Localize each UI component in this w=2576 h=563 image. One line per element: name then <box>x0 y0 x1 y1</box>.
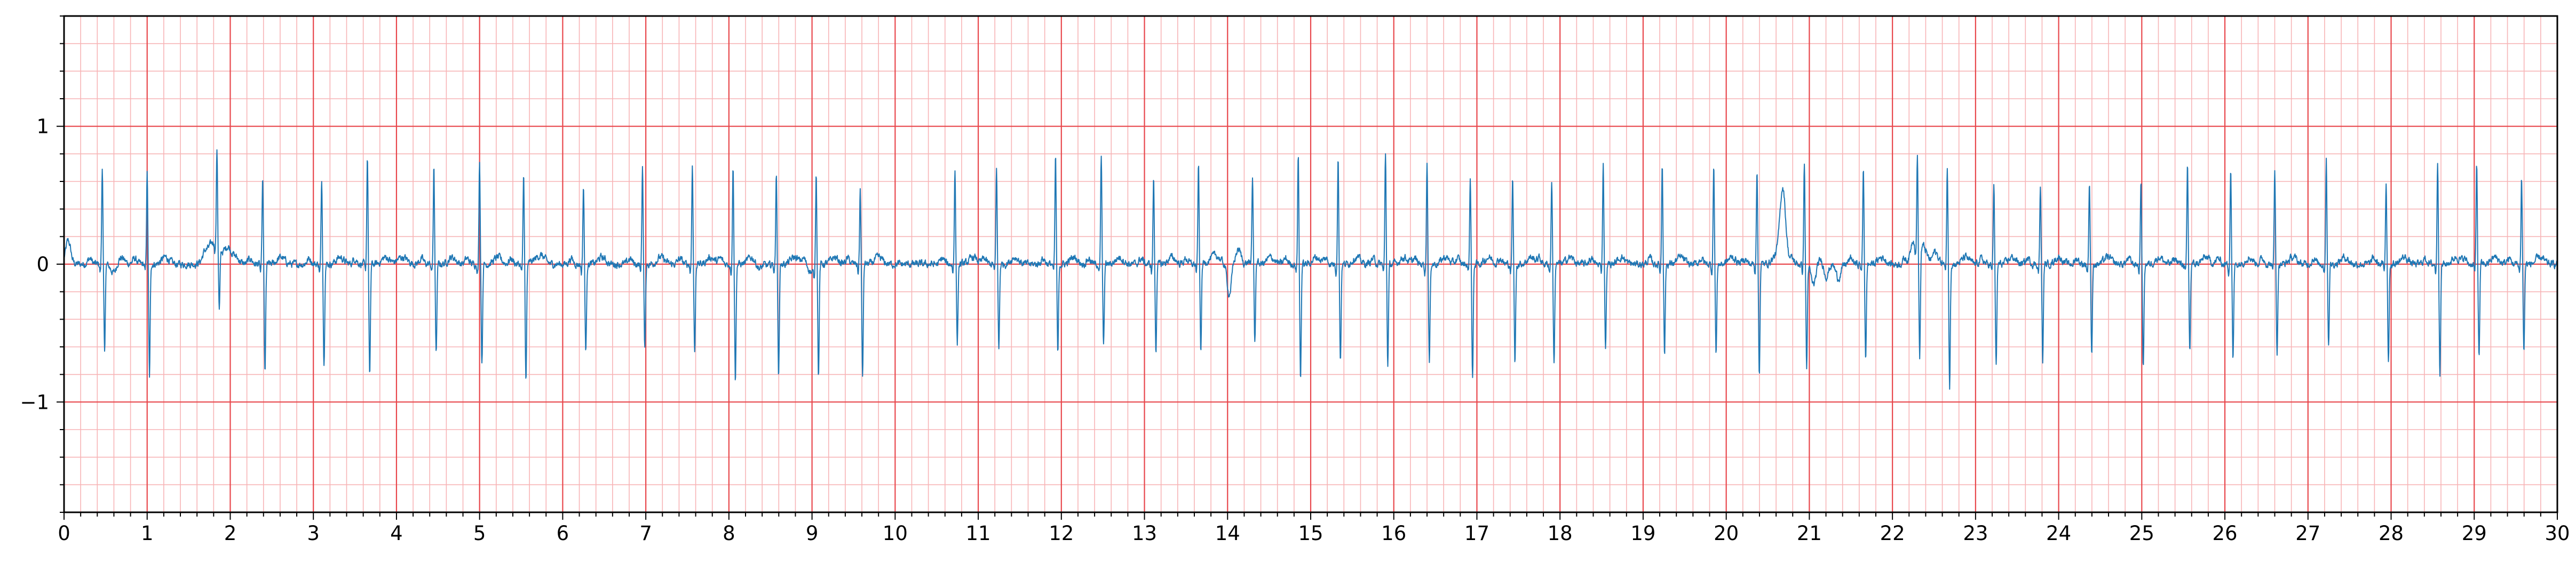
x-tick-label: 15 <box>1298 522 1323 545</box>
x-tick-label: 26 <box>2213 522 2238 545</box>
x-tick-label: 29 <box>2462 522 2487 545</box>
x-tick-label: 11 <box>966 522 991 545</box>
x-tick-label: 20 <box>1714 522 1739 545</box>
x-tick-label: 0 <box>58 522 70 545</box>
x-tick-label: 7 <box>639 522 652 545</box>
x-tick-label: 22 <box>1880 522 1905 545</box>
x-tick-label: 21 <box>1797 522 1822 545</box>
x-tick-label: 2 <box>224 522 237 545</box>
x-tick-label: 5 <box>473 522 486 545</box>
x-tick-label: 28 <box>2379 522 2404 545</box>
x-tick-label: 13 <box>1132 522 1157 545</box>
x-tick-label: 19 <box>1630 522 1655 545</box>
x-axis: 0 1 2 3 4 5 6 7 8 9 10 11 12 13 14 15 16 17 18 19 20 21 22 23 24… <box>58 512 2570 545</box>
x-tick-label: 17 <box>1464 522 1489 545</box>
x-tick-label: 16 <box>1381 522 1406 545</box>
y-tick-label: 0 <box>36 253 49 276</box>
x-tick-label: 25 <box>2129 522 2154 545</box>
x-tick-label: 10 <box>883 522 908 545</box>
ecg-trace-line <box>64 149 2558 390</box>
x-tick-label: 12 <box>1049 522 1074 545</box>
x-tick-label: 14 <box>1215 522 1240 545</box>
x-tick-label: 18 <box>1548 522 1573 545</box>
x-tick-label: 3 <box>307 522 320 545</box>
x-tick-label: 4 <box>390 522 403 545</box>
x-tick-label: 30 <box>2545 522 2570 545</box>
x-tick-label: 1 <box>141 522 154 545</box>
y-tick-label: 1 <box>36 115 49 138</box>
x-tick-label: 8 <box>723 522 735 545</box>
x-tick-label: 24 <box>2046 522 2071 545</box>
x-tick-label: 6 <box>557 522 569 545</box>
trace-layer <box>64 149 2558 390</box>
y-tick-label: −1 <box>20 391 49 414</box>
x-tick-label: 27 <box>2295 522 2320 545</box>
x-tick-label: 9 <box>806 522 819 545</box>
y-axis: 1 0 −1 <box>20 15 64 513</box>
x-tick-label: 23 <box>1963 522 1988 545</box>
